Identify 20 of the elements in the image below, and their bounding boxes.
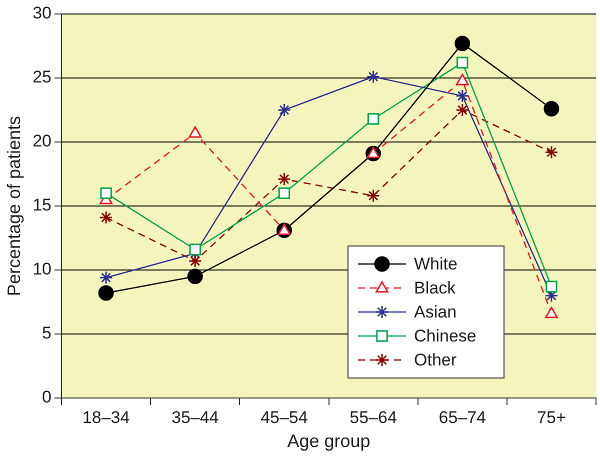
legend-label: White xyxy=(414,254,458,274)
y-tick-label: 0 xyxy=(42,388,52,407)
y-tick-label: 30 xyxy=(32,4,52,23)
y-tick-label: 15 xyxy=(32,196,52,215)
x-tick-label: 45–54 xyxy=(260,408,308,427)
x-tick-label: 75+ xyxy=(537,408,566,427)
x-tick-label: 55–64 xyxy=(350,408,397,427)
legend-label: Black xyxy=(414,278,456,298)
y-tick-label: 25 xyxy=(32,68,52,87)
y-axis-title: Percentage of patients xyxy=(4,116,24,296)
x-tick-label: 65–74 xyxy=(438,408,486,427)
y-tick-label: 10 xyxy=(32,260,52,279)
legend-label: Chinese xyxy=(414,326,476,346)
y-tick-label: 20 xyxy=(32,132,52,151)
x-axis-title: Age group xyxy=(287,431,370,452)
x-tick-label: 18–34 xyxy=(82,408,130,427)
x-tick-label: 35–44 xyxy=(171,408,219,427)
y-tick-label: 5 xyxy=(42,324,52,343)
legend-label: Asian xyxy=(414,302,457,322)
legend-label: Other xyxy=(414,350,457,370)
